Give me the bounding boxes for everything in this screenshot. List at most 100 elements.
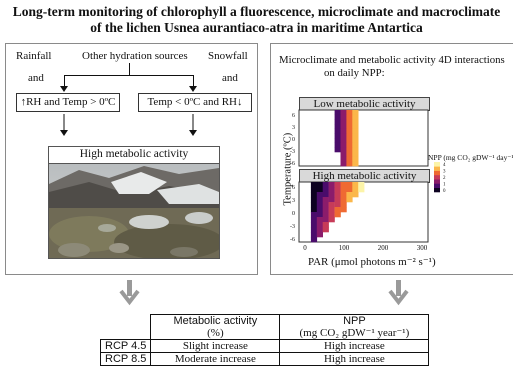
heatmap-cell [322, 187, 329, 193]
heatmap-cell [310, 192, 318, 198]
heatmap-cell [310, 182, 318, 188]
heatmap-cell [346, 138, 353, 143]
y-tick-label: 0 [292, 137, 295, 143]
heatmap-cell [310, 237, 318, 243]
heatmap-cell [334, 128, 341, 134]
heatmap-cell [328, 192, 335, 198]
legend-tick-label: 4 [443, 163, 446, 168]
connector-vertical [129, 63, 130, 75]
heatmap-cell [352, 124, 359, 129]
snowfall-label: Snowfall [208, 50, 248, 62]
heatmap-cell [316, 187, 323, 193]
heatmap-cell [316, 232, 323, 238]
heatmap-cell [316, 192, 323, 198]
heatmap-cell [340, 202, 347, 208]
heatmap-cell [346, 156, 353, 162]
legend-tick-label: 0 [443, 189, 446, 194]
heatmap-cell [346, 197, 353, 203]
legend-color-swatch [434, 179, 440, 184]
heatmap-cell [340, 110, 347, 115]
heatmap-cell [352, 119, 359, 125]
header-npp: NPP (mg CO₂ gDW⁻¹ year⁻¹) [279, 314, 430, 340]
heatmap-cell [310, 187, 318, 193]
heatmap-cell [322, 217, 329, 223]
heatmap-cell [322, 192, 329, 198]
connector-left-drop [64, 75, 65, 87]
heatmap-cell [340, 119, 347, 125]
heatmap-cell [352, 133, 359, 139]
legend-color-swatch [434, 170, 440, 176]
x-axis-label: PAR (μmol photons m⁻² s⁻¹) [308, 256, 436, 268]
heatmap-cell [340, 197, 347, 203]
heatmap-cell [340, 142, 347, 148]
heatmap-cell [340, 192, 347, 198]
legend-color-swatch [434, 166, 440, 171]
heatmap-cell [310, 232, 318, 238]
heatmap-cell [352, 152, 359, 157]
heatmap-cell [352, 110, 359, 115]
y-tick-label: 6 [292, 113, 295, 119]
heatmap-cell [346, 119, 353, 125]
heatmap-cell [358, 182, 365, 188]
heatmap-cell [334, 212, 341, 218]
heatmap-cell [346, 124, 353, 129]
other-sources-label: Other hydration sources [82, 50, 188, 62]
heatmap-cell [352, 147, 359, 153]
heatmap-cell [334, 114, 341, 120]
heatmap-cell [346, 192, 353, 198]
heatmap-cell [328, 212, 335, 218]
heatmap-cell [316, 222, 323, 228]
and-right-label: and [222, 72, 238, 84]
heatmap-cell [340, 187, 347, 193]
heatmap-cell [352, 114, 359, 120]
x-tick-label: 300 [417, 244, 428, 252]
table-row: RCP 4.5 Slight increase High increase [99, 339, 430, 353]
heatmap-cell [334, 192, 341, 198]
heatmap-cell [322, 197, 329, 203]
x-tick-label: 100 [339, 244, 350, 252]
heatmap-cell [316, 197, 323, 203]
heatmap-cell [340, 124, 347, 129]
heatmap-cell [328, 202, 335, 208]
heatmap-cell [346, 133, 353, 139]
heatmap-cell [328, 182, 335, 188]
y-tick-label: 0 [292, 211, 295, 217]
table-header-row: Metabolic activity (%) NPP (mg CO₂ gDW⁻¹ y… [101, 314, 430, 340]
heatmap-cell [352, 128, 359, 134]
lichen-landscape-photo [48, 163, 220, 259]
heatmap-cell [352, 161, 359, 167]
heatmap-cell [322, 227, 329, 233]
heatmap-cell [340, 161, 347, 167]
legend-tick-label: 2 [443, 176, 446, 181]
high-activity-header: High metabolic activity [48, 146, 220, 164]
heatmap-cell [310, 207, 318, 213]
heatmap-cell [346, 187, 353, 193]
heatmap-cell [316, 227, 323, 233]
x-tick-label: 0 [303, 244, 307, 252]
y-tick-label: -6 [290, 161, 295, 167]
heatmap-cell [316, 202, 323, 208]
legend-color-swatch [434, 183, 440, 188]
row-npp: High increase [279, 352, 430, 366]
heatmap-cell [358, 187, 365, 193]
heatmap-cell [346, 142, 353, 148]
y-tick-label: -3 [290, 224, 295, 230]
table-row: RCP 8.5 Moderate increase High increase [99, 352, 430, 366]
title-line-2: of the lichen Usnea aurantiaco-atra in m… [90, 20, 423, 35]
heatmap-cell [334, 147, 341, 153]
heatmap-cell [346, 114, 353, 120]
heatmap-cell [310, 227, 318, 233]
heatmap-cell [340, 133, 347, 139]
heatmap-cell [310, 202, 318, 208]
heatmap-cell [346, 128, 353, 134]
heatmap-cell [340, 147, 347, 153]
heatmap-cell [316, 182, 323, 188]
row-npp: High increase [279, 339, 430, 353]
legend-tick-label: 3 [443, 170, 446, 175]
heatmap-cell [328, 187, 335, 193]
heatmap-cell [334, 202, 341, 208]
legend-color-swatch [434, 187, 440, 193]
header-metabolic-activity: Metabolic activity (%) [150, 314, 281, 340]
